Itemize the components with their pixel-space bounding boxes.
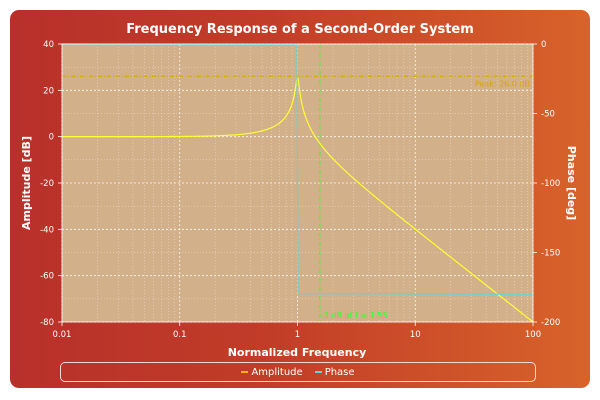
y-right-tick-label: -50 xyxy=(541,110,555,120)
legend-item-amplitude: Amplitude xyxy=(241,366,303,378)
y-right-tick-label: -200 xyxy=(541,318,560,328)
x-tick-label: 0.01 xyxy=(53,330,72,340)
legend-item-phase: Phase xyxy=(314,366,355,378)
peak-label: Peak: 26.0 dB xyxy=(475,79,530,88)
x-tick-label: 1 xyxy=(295,330,300,340)
grid xyxy=(61,43,534,323)
x-axis-title: Normalized Frequency xyxy=(228,346,367,359)
y-right-tick-label: -100 xyxy=(541,179,560,189)
x-tick-label: 0.1 xyxy=(173,330,187,340)
x-tick-label: 10 xyxy=(410,330,421,340)
x-tick-label: 100 xyxy=(525,330,541,340)
legend-label-phase: Phase xyxy=(324,366,355,378)
legend-label-amplitude: Amplitude xyxy=(251,366,303,378)
legend-swatch-phase xyxy=(314,371,322,373)
y-left-tick-label: -20 xyxy=(40,179,54,189)
y-axis-right-title: Phase [deg] xyxy=(565,146,578,220)
y-left-tick-label: -60 xyxy=(40,272,54,282)
minus-3db-label: -3 dB at f = 1.55 xyxy=(321,311,388,320)
y-left-tick-label: 20 xyxy=(43,86,54,96)
series xyxy=(61,43,534,323)
axes: 0.01 0.1 1 10 100 40 20 0 -20 -40 -60 -80 0 -50 -100 -1… xyxy=(40,40,560,340)
legend: Amplitude Phase xyxy=(60,362,536,382)
y-right-tick-label: 0 xyxy=(541,40,546,50)
series-line-phase xyxy=(61,43,534,295)
y-left-tick-label: 0 xyxy=(49,133,54,143)
y-left-tick-label: -40 xyxy=(40,225,54,235)
y-left-tick-label: -80 xyxy=(40,318,54,328)
y-axis-left-title: Amplitude [dB] xyxy=(20,136,33,230)
chart-title: Frequency Response of a Second-Order Sys… xyxy=(126,22,474,37)
y-right-tick-label: -150 xyxy=(541,249,560,259)
y-left-tick-label: 40 xyxy=(43,40,54,50)
legend-swatch-amplitude xyxy=(241,371,249,373)
